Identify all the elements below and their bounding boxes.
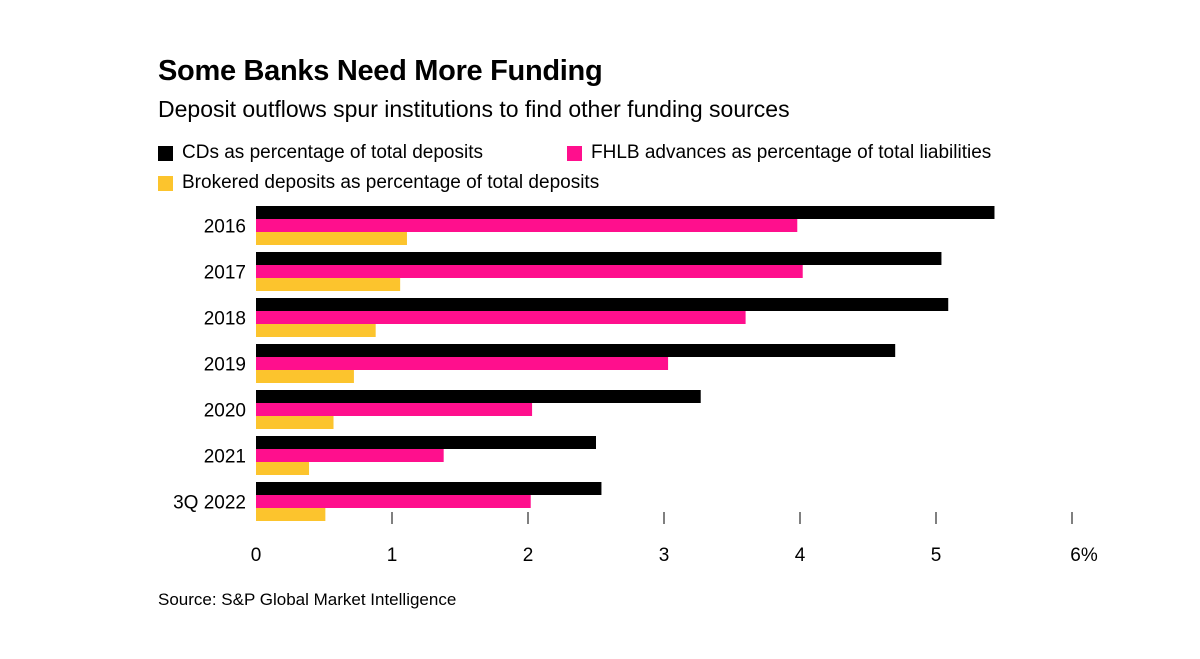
bar-series3-2016 [256, 232, 407, 245]
legend-item-fhlb: FHLB advances as percentage of total lia… [567, 142, 991, 164]
legend-item-cds: CDs as percentage of total deposits [158, 142, 483, 164]
bar-series2-2017 [256, 265, 803, 278]
bar-series2-2018 [256, 311, 746, 324]
category-label-2021: 2021 [204, 447, 246, 468]
bar-series2-3q-2022 [256, 495, 531, 508]
x-tick-label-0: 0 [251, 545, 262, 566]
bar-series1-2016 [256, 206, 995, 219]
bar-series1-2018 [256, 298, 949, 311]
category-label-2017: 2017 [204, 263, 246, 284]
legend-swatch-cds [158, 145, 173, 161]
x-tick-label-5: 5 [931, 545, 942, 566]
legend-item-brokered: Brokered deposits as percentage of total… [158, 172, 599, 194]
chart-title: Some Banks Need More Funding [158, 55, 603, 87]
bar-series3-2019 [256, 370, 354, 383]
bar-series3-2018 [256, 324, 376, 337]
bar-series1-2021 [256, 436, 596, 449]
legend-label-brokered: Brokered deposits as percentage of total… [182, 172, 600, 193]
bar-series2-2021 [256, 449, 444, 462]
x-tick-label-6: 6% [1070, 545, 1098, 566]
bar-series1-3q-2022 [256, 482, 602, 495]
x-tick-label-3: 3 [659, 545, 670, 566]
category-label-2016: 2016 [204, 217, 246, 238]
bar-series3-2020 [256, 416, 334, 429]
legend-swatch-brokered [158, 175, 173, 191]
bar-series2-2020 [256, 403, 533, 416]
x-tick-label-1: 1 [387, 545, 398, 566]
bar-series1-2019 [256, 344, 896, 357]
x-tick-label-2: 2 [523, 545, 534, 566]
bar-series3-2021 [256, 462, 310, 475]
legend-swatch-fhlb [567, 145, 582, 161]
category-label-3q-2022: 3Q 2022 [173, 493, 246, 514]
category-label-2019: 2019 [204, 355, 246, 376]
x-tick-label-4: 4 [795, 545, 806, 566]
bar-series1-2017 [256, 252, 942, 265]
legend-label-cds: CDs as percentage of total deposits [182, 142, 484, 163]
legend-label-fhlb: FHLB advances as percentage of total lia… [591, 142, 992, 163]
bar-series2-2019 [256, 357, 669, 370]
bar-series2-2016 [256, 219, 798, 232]
source-note: Source: S&P Global Market Intelligence [158, 590, 457, 609]
chart-subtitle: Deposit outflows spur institutions to fi… [158, 96, 790, 122]
bar-series3-2017 [256, 278, 401, 291]
bar-series3-3q-2022 [256, 508, 326, 521]
category-label-2018: 2018 [204, 309, 246, 330]
bar-series1-2020 [256, 390, 701, 403]
category-label-2020: 2020 [204, 401, 246, 422]
